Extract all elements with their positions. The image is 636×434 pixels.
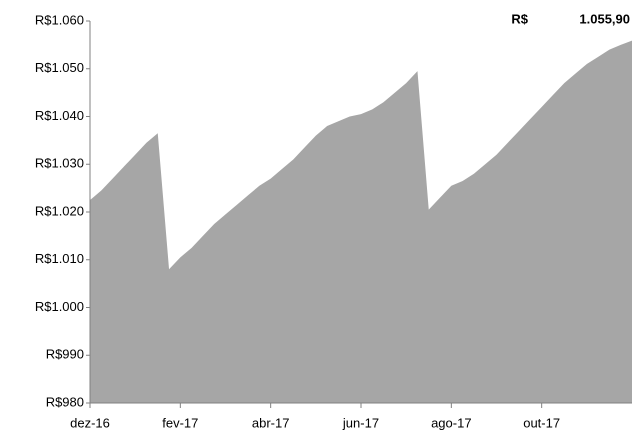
y-tick-label: R$1.050 <box>35 60 84 75</box>
annotation-value: 1.055,90 <box>579 11 630 26</box>
y-tick-label: R$1.030 <box>35 156 84 171</box>
x-tick-label: fev-17 <box>162 415 198 430</box>
y-tick-label: R$1.040 <box>35 108 84 123</box>
y-tick-label: R$1.060 <box>35 12 84 27</box>
y-tick-label: R$1.010 <box>35 251 84 266</box>
y-tick-label: R$1.020 <box>35 203 84 218</box>
y-tick-label: R$980 <box>46 394 84 409</box>
x-tick-label: abr-17 <box>252 415 290 430</box>
y-tick-label: R$1.000 <box>35 299 84 314</box>
y-tick-label: R$990 <box>46 347 84 362</box>
area <box>90 40 632 403</box>
x-tick-label: jun-17 <box>342 415 379 430</box>
x-tick-label: ago-17 <box>431 415 471 430</box>
annotation-currency: R$ <box>511 11 528 26</box>
x-tick-label: dez-16 <box>70 415 110 430</box>
x-tick-label: out-17 <box>523 415 560 430</box>
